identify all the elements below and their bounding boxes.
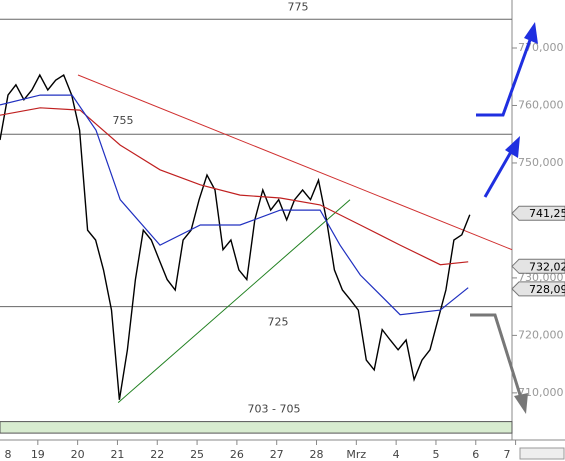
support-zone <box>0 421 513 434</box>
trendline <box>117 199 351 403</box>
x-tick-label: 4 <box>393 448 400 461</box>
nav-icons[interactable] <box>519 447 565 460</box>
price-tag-label: 728,09 <box>529 283 565 296</box>
y-tick-label: 710,000 <box>518 386 564 399</box>
arrows <box>470 22 538 414</box>
x-tick-label: 28 <box>310 448 324 461</box>
x-tick-label: 7 <box>504 448 511 461</box>
arrowhead <box>505 136 520 158</box>
plot-area <box>0 0 512 440</box>
series-line <box>0 94 469 316</box>
arrowhead <box>524 22 538 44</box>
arrow-up-2 <box>483 149 514 198</box>
series-line <box>0 73 471 400</box>
price-tag-label: 732,02 <box>529 260 565 273</box>
x-tick-label: 26 <box>230 448 244 461</box>
x-tick-label: 22 <box>150 448 164 461</box>
y-tick-label: 720,000 <box>518 328 564 341</box>
price-tag <box>511 205 565 221</box>
x-tick-label: 8 <box>5 448 12 461</box>
y-tick-label: 750,000 <box>518 156 564 169</box>
x-tick-label: 27 <box>270 448 284 461</box>
x-tick-label: 25 <box>190 448 204 461</box>
y-tick-label: 760,000 <box>518 98 564 111</box>
level-label: 775 <box>288 0 309 13</box>
x-tick-label: 21 <box>110 448 124 461</box>
arrowhead <box>514 393 528 414</box>
level-label: 755 <box>113 114 134 127</box>
series-line <box>0 107 469 266</box>
arrow-up-1 <box>476 39 532 117</box>
level-label: 725 <box>268 316 289 329</box>
x-tick-label: 6 <box>472 448 479 461</box>
price-tag <box>511 258 565 274</box>
trendline <box>77 74 513 251</box>
arrow-down <box>470 313 523 399</box>
price-tag <box>511 281 565 297</box>
y-tick-label: 730,000 <box>518 271 564 284</box>
zone-label: 703 - 705 <box>248 403 301 416</box>
x-tick-label: 5 <box>432 448 439 461</box>
price-tag-label: 741,25 <box>529 207 565 220</box>
nav-buttons[interactable] <box>519 447 565 460</box>
x-tick-label: 20 <box>71 448 85 461</box>
x-tick-label: 19 <box>31 448 45 461</box>
x-tick-label: Mrz <box>346 448 366 461</box>
